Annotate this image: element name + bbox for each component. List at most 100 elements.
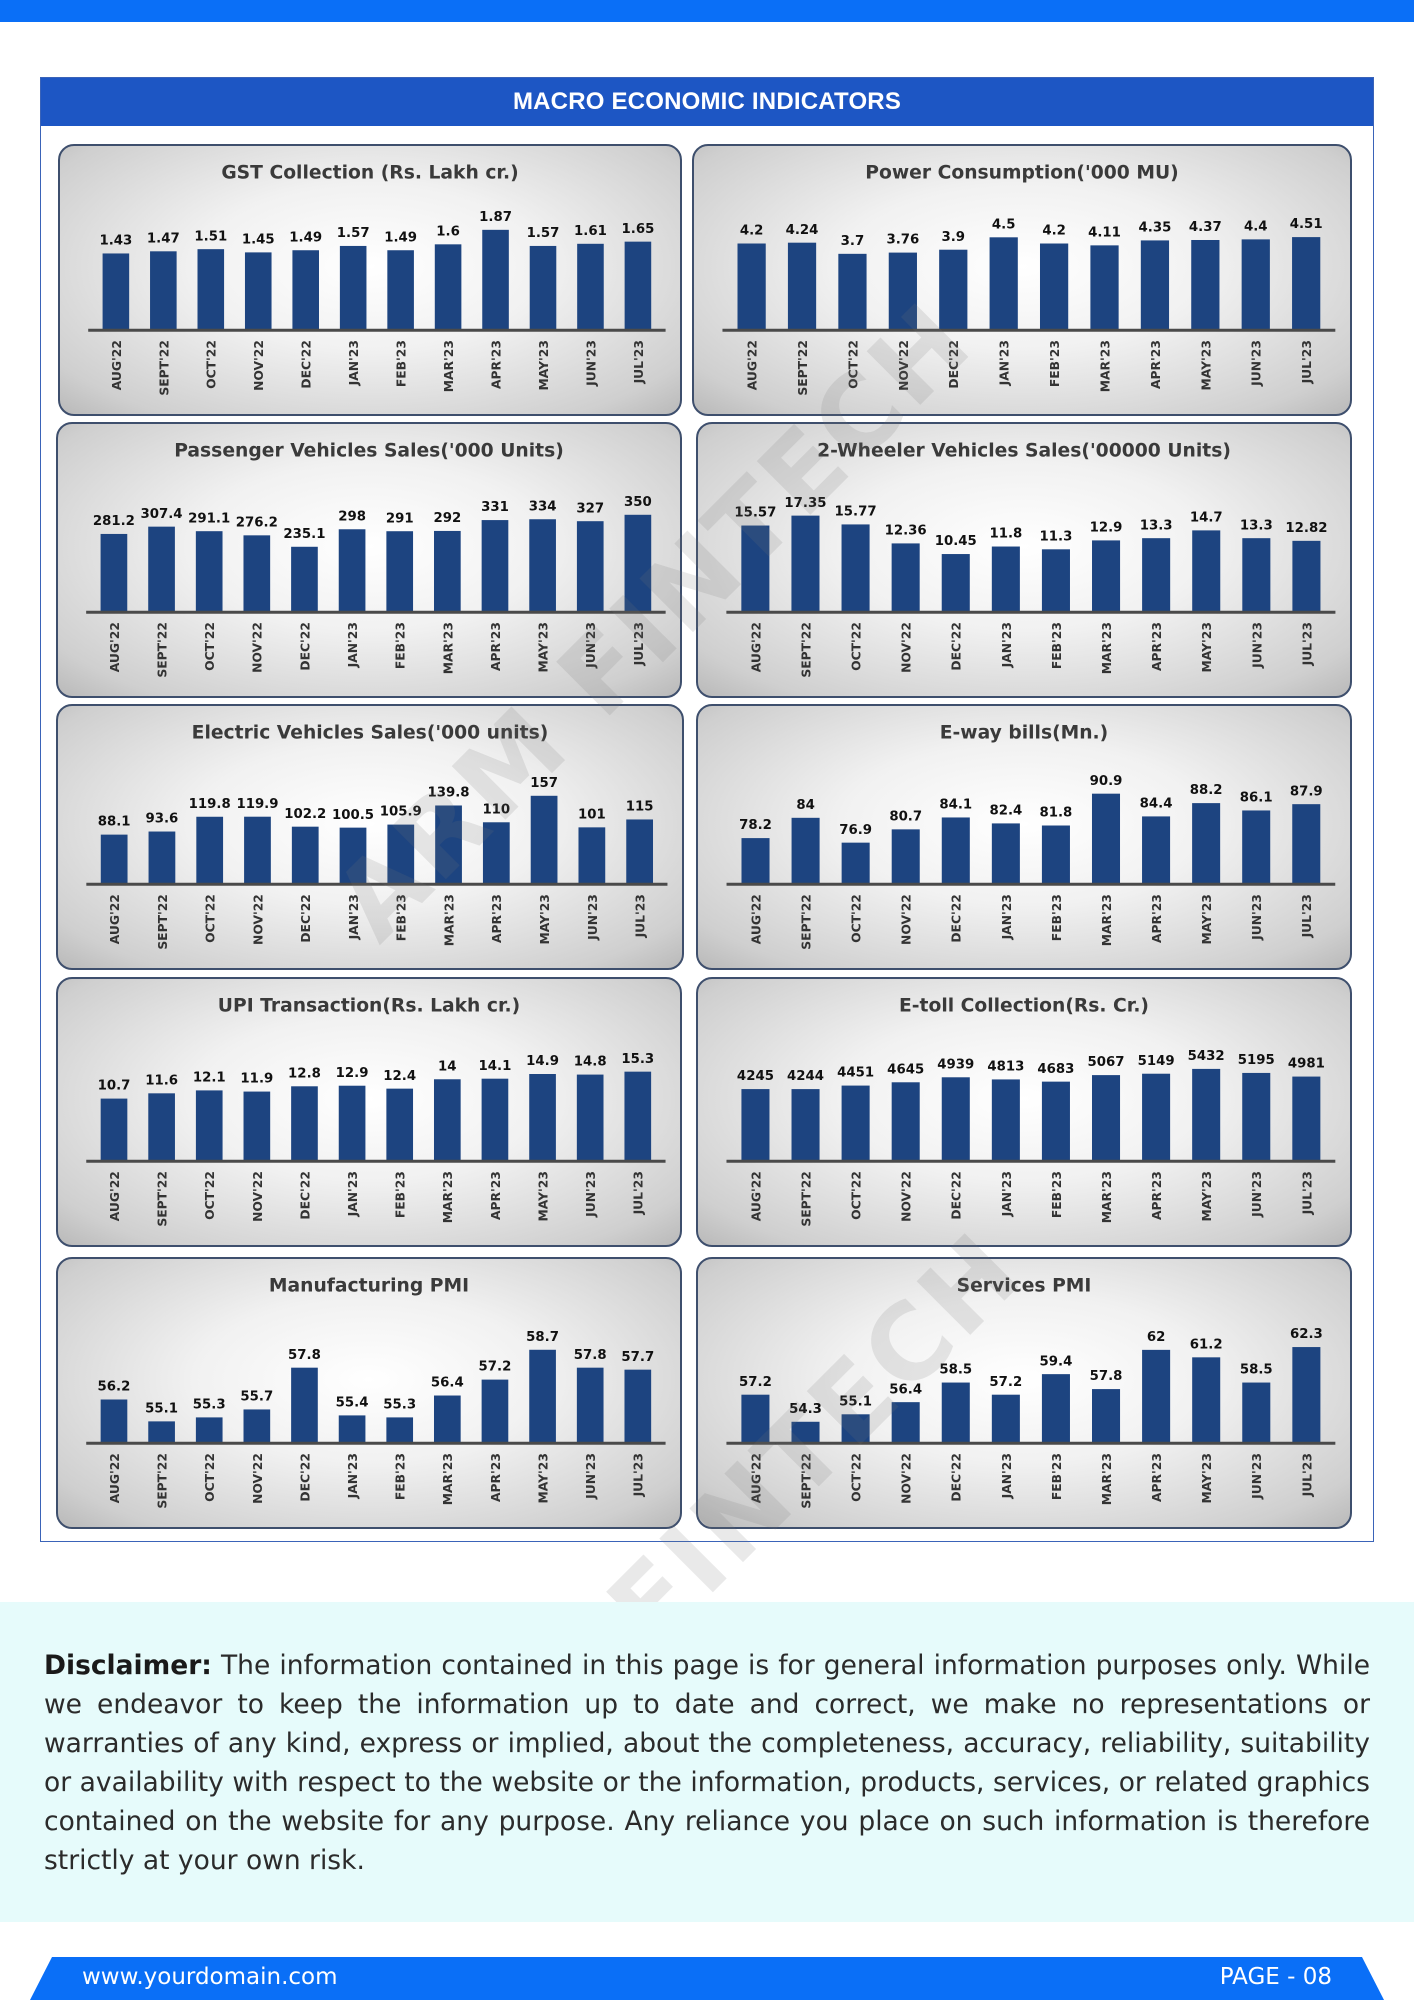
data-label: 82.4 <box>989 804 1022 819</box>
chart-svg-6: E-way bills(Mn.) 78.2 AUG'22 84 SEPT'22 76.9 O… <box>726 723 1336 950</box>
x-tick-label: JUN'23 <box>1250 894 1264 941</box>
x-tick-label: JAN'23 <box>346 1453 360 1499</box>
bar <box>891 1402 920 1444</box>
data-label: 100.5 <box>332 808 374 823</box>
data-label: 57.2 <box>739 1375 772 1390</box>
data-label: 55.4 <box>336 1396 369 1411</box>
chart-title: E-way bills(Mn.) <box>940 723 1108 744</box>
data-label: 84.1 <box>939 798 972 813</box>
x-tick-label: MAR'23 <box>1100 1171 1114 1223</box>
x-tick-label: OCT'22 <box>204 894 218 943</box>
x-tick-label: DEC'22 <box>298 622 312 671</box>
chart-title: Electric Vehicles Sales('000 units) <box>192 723 549 744</box>
x-tick-label: OCT'22 <box>849 622 863 671</box>
x-tick-label: AUG'22 <box>749 1171 763 1221</box>
bar <box>387 824 415 885</box>
data-label: 281.2 <box>93 514 135 529</box>
bar <box>1039 243 1069 331</box>
x-tick-label: JUL'23 <box>1300 1171 1314 1215</box>
chart-title: Power Consumption('000 MU) <box>865 163 1178 184</box>
data-label: 62 <box>1147 1330 1166 1345</box>
bar <box>1242 1382 1271 1444</box>
data-label: 76.9 <box>839 823 872 838</box>
bar <box>482 822 510 885</box>
x-tick-label: MAY'23 <box>1199 340 1213 390</box>
data-label: 11.3 <box>1040 529 1073 544</box>
data-label: 110 <box>482 802 510 817</box>
x-tick-label: OCT'22 <box>850 894 864 943</box>
bar <box>1041 825 1070 885</box>
panel-title: MACRO ECONOMIC INDICATORS <box>41 78 1373 126</box>
bar <box>148 831 176 885</box>
bar <box>991 546 1020 613</box>
chart-title: E-toll Collection(Rs. Cr.) <box>899 996 1149 1017</box>
x-tick-label: MAR'23 <box>1098 340 1112 392</box>
bar <box>529 1073 556 1162</box>
bar <box>338 1415 366 1444</box>
bar <box>291 1086 318 1162</box>
bar <box>891 829 920 885</box>
x-tick-label: AUG'22 <box>746 340 760 390</box>
bar <box>941 554 970 613</box>
x-tick-label: DEC'22 <box>947 340 961 389</box>
x-tick-label: MAR'23 <box>1100 1453 1114 1505</box>
data-label: 101 <box>578 807 606 822</box>
data-label: 1.45 <box>242 233 275 248</box>
bar <box>196 816 224 885</box>
x-tick-label: NOV'22 <box>251 622 265 673</box>
bar <box>433 1395 461 1444</box>
data-label: 4.4 <box>1244 220 1268 235</box>
bar <box>791 1089 820 1162</box>
bar <box>626 819 654 885</box>
x-tick-label: SEPT'22 <box>799 622 813 678</box>
data-label: 4.37 <box>1189 220 1222 235</box>
x-tick-label: DEC'22 <box>298 1453 312 1502</box>
x-tick-label: MAR'23 <box>441 1171 455 1223</box>
x-tick-label: AUG'22 <box>749 894 763 944</box>
x-tick-label: SEPT'22 <box>156 1171 170 1227</box>
data-label: 58.5 <box>939 1363 972 1378</box>
data-label: 93.6 <box>146 812 179 827</box>
x-tick-label: SEPT'22 <box>155 622 169 678</box>
data-label: 55.7 <box>240 1390 273 1405</box>
bar <box>243 1409 271 1444</box>
bar <box>737 243 766 331</box>
x-tick-label: MAY'23 <box>538 894 552 944</box>
data-label: 56.4 <box>431 1376 464 1391</box>
x-tick-label: FEB'23 <box>394 1171 408 1218</box>
chart-card-3: Passenger Vehicles Sales('000 Units) 281.… <box>56 422 682 698</box>
x-tick-label: DEC'22 <box>299 894 313 943</box>
bar <box>150 251 177 331</box>
data-label: 80.7 <box>889 809 922 824</box>
bar <box>386 531 414 613</box>
top-accent-bar <box>0 0 1414 22</box>
bar <box>1142 816 1171 885</box>
x-tick-label: MAY'23 <box>537 622 551 672</box>
x-tick-label: JUN'23 <box>584 1453 598 1500</box>
x-tick-label: JUN'23 <box>584 1171 598 1218</box>
bar <box>1092 540 1121 613</box>
footer-url[interactable]: www.yourdomain.com <box>82 1964 338 1990</box>
bar <box>1142 1073 1171 1162</box>
x-tick-label: JUL'23 <box>634 894 648 938</box>
x-tick-label: APR'23 <box>489 622 503 671</box>
x-tick-label: MAY'23 <box>537 340 551 390</box>
x-tick-label: OCT'22 <box>203 1453 217 1502</box>
bar <box>888 252 917 331</box>
bar <box>578 827 606 885</box>
bar <box>791 515 820 613</box>
x-tick-label: JUN'23 <box>1250 340 1264 387</box>
chart-title: 2-Wheeler Vehicles Sales('00000 Units) <box>817 441 1231 462</box>
data-label: 58.5 <box>1240 1363 1273 1378</box>
data-label: 84.4 <box>1140 797 1173 812</box>
data-label: 331 <box>481 500 509 515</box>
x-tick-label: APR'23 <box>1149 340 1163 389</box>
bar <box>529 519 556 613</box>
bar <box>1041 1374 1070 1444</box>
bar <box>434 244 462 331</box>
x-tick-label: OCT'22 <box>846 340 860 389</box>
data-label: 57.8 <box>574 1348 607 1363</box>
data-label: 334 <box>529 499 557 514</box>
data-label: 1.57 <box>527 226 560 241</box>
x-tick-label: APR'23 <box>1150 1453 1164 1502</box>
